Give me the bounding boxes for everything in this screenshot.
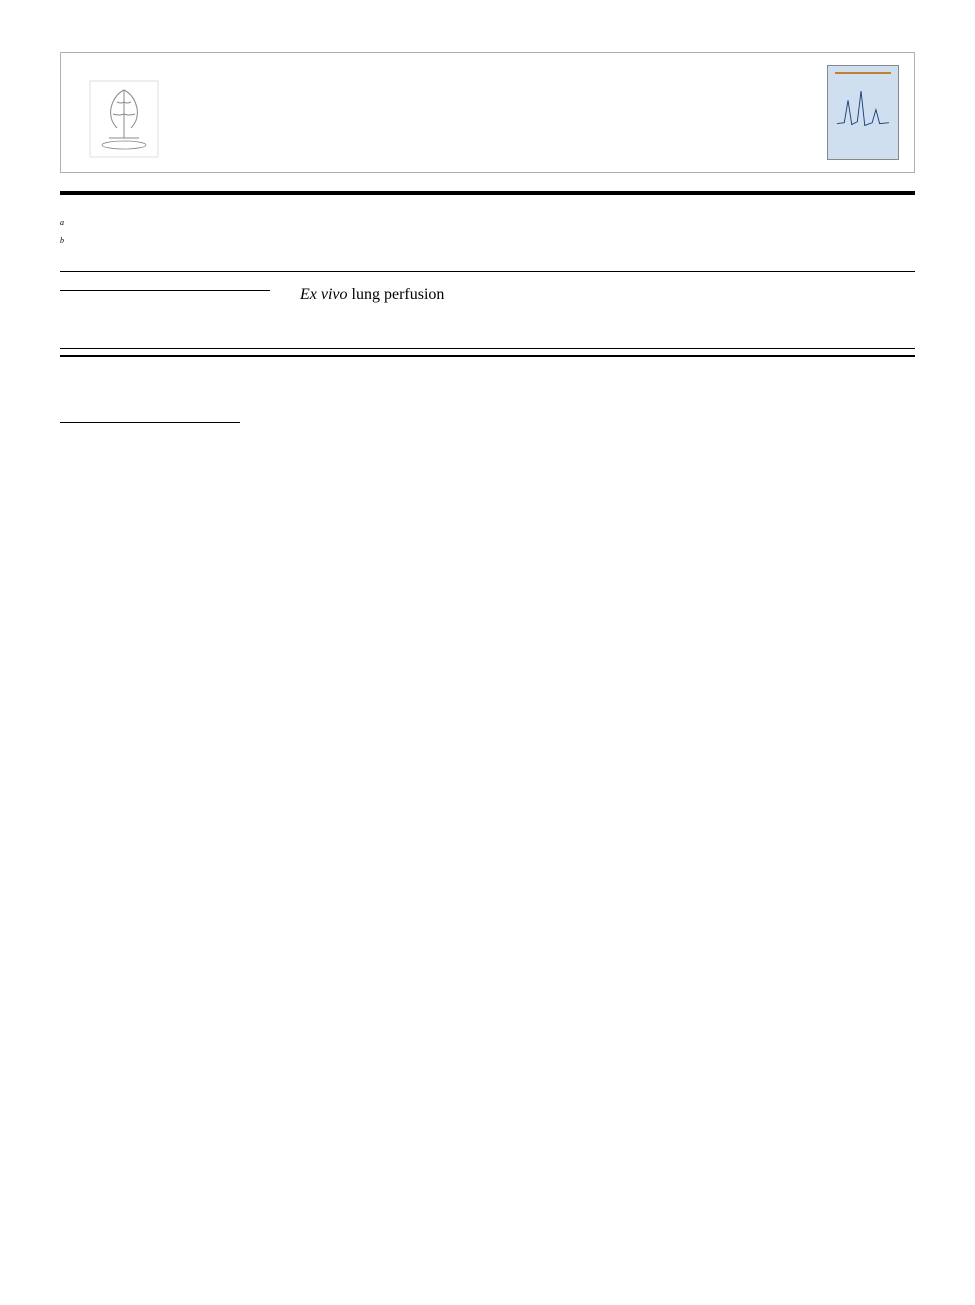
body-rule <box>60 355 915 357</box>
info-box-center <box>189 106 809 120</box>
title-rule <box>60 191 915 195</box>
body-columns <box>60 375 915 408</box>
body-col-left <box>60 375 470 408</box>
keywords-block: Ex vivo lung perfusion <box>300 284 444 304</box>
elsevier-tree-icon <box>89 80 159 158</box>
article-info-column <box>60 284 270 318</box>
meta-rule <box>60 271 915 272</box>
jsr-cover-thumbnail <box>827 65 899 160</box>
elsevier-logo <box>76 65 171 160</box>
affiliations: a b <box>60 217 915 253</box>
publisher-info-box <box>60 52 915 173</box>
affiliation-b: b <box>60 235 915 253</box>
article-info-heading <box>60 284 270 291</box>
abstract-column <box>60 342 915 349</box>
section-heading <box>60 375 470 396</box>
abstract-heading <box>60 342 915 349</box>
jsr-bar <box>835 72 891 74</box>
jsr-trace-icon <box>835 80 891 130</box>
affiliation-a: a <box>60 217 915 235</box>
footer-rule <box>60 422 240 423</box>
keyword: Ex vivo lung perfusion <box>300 286 444 304</box>
meta-abstract-row: Ex vivo lung perfusion <box>60 284 915 318</box>
body-col-right <box>506 375 916 408</box>
